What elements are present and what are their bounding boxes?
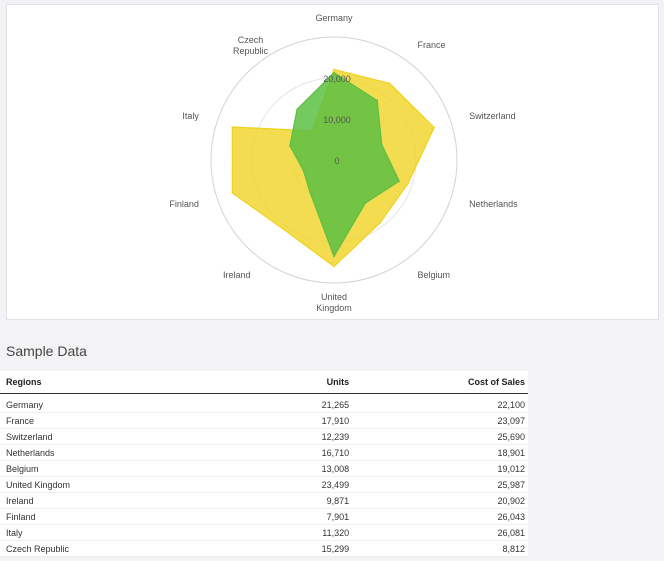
cell-region: Finland (0, 508, 177, 525)
chart-card: 0 10,000 20,000 Germany France Switzerland Net… (6, 4, 659, 320)
cell-units: 16,710 (176, 444, 353, 461)
data-point-cost_of_sales (231, 192, 234, 194)
data-point-units (376, 99, 379, 102)
data-point-cost_of_sales (379, 222, 381, 224)
category-label: Netherlands (469, 199, 518, 209)
data-point-cost_of_sales (388, 82, 391, 85)
cell-units: 9,871 (176, 492, 353, 509)
radial-tick-label: 10,000 (323, 115, 351, 125)
data-point-units (309, 191, 312, 194)
table-row: Czech Republic 15,299 8,812 (0, 540, 528, 557)
cell-region: United Kingdom (0, 476, 177, 493)
data-point-cost_of_sales (333, 68, 335, 71)
data-point-cost_of_sales (231, 126, 234, 128)
cell-cost-of-sales: 8,812 (352, 540, 528, 557)
cell-units: 12,239 (176, 428, 353, 445)
data-point-units (333, 72, 335, 74)
cell-region: France (0, 412, 177, 429)
data-point-units (380, 143, 383, 146)
data-point-cost_of_sales (333, 265, 335, 268)
grid-circle (210, 36, 458, 284)
data-point-units (398, 180, 401, 182)
table-row: Italy 11,320 26,081 (0, 524, 528, 541)
category-label-line: United (321, 292, 347, 302)
cell-units: 17,910 (176, 412, 353, 429)
table-row: Belgium 13,008 19,012 (0, 460, 528, 477)
cell-cost-of-sales: 18,901 (352, 444, 528, 461)
cell-region: Switzerland (0, 428, 177, 445)
category-label: Belgium (418, 270, 451, 280)
header-regions[interactable]: Regions (0, 371, 177, 394)
data-point-cost_of_sales (282, 228, 285, 231)
radial-tick-label: 20,000 (323, 74, 351, 84)
cell-cost-of-sales: 26,081 (352, 524, 528, 541)
cell-region: Belgium (0, 460, 177, 477)
table-body: Germany 21,265 22,100 France 17,910 23,097 Swi… (0, 394, 528, 557)
data-point-units (296, 108, 298, 111)
header-units[interactable]: Units (176, 371, 353, 394)
category-label-line: Republic (233, 46, 269, 56)
cell-cost-of-sales: 22,100 (352, 397, 528, 413)
table-header-row: Regions Units Cost of Sales (0, 371, 528, 394)
cell-region: Netherlands (0, 444, 177, 461)
cell-region: Czech Republic (0, 540, 177, 557)
category-label: Czech Republic (233, 35, 269, 56)
data-point-cost_of_sales (406, 183, 409, 185)
data-point-units (302, 169, 305, 171)
radial-tick-label: 0 (334, 156, 339, 166)
category-label-line: Kingdom (316, 303, 352, 313)
radar-chart: 0 10,000 20,000 Germany France Switzerland Net… (169, 13, 518, 313)
cell-units: 13,008 (176, 460, 353, 477)
cell-units: 15,299 (176, 540, 353, 557)
category-label: France (418, 40, 446, 50)
category-label: Germany (315, 13, 353, 23)
category-label: Switzerland (469, 111, 516, 121)
table-row: United Kingdom 23,499 25,987 (0, 476, 528, 493)
category-label: Italy (182, 111, 199, 121)
cell-cost-of-sales: 26,043 (352, 508, 528, 525)
cell-cost-of-sales: 20,902 (352, 492, 528, 509)
category-label: Ireland (223, 270, 251, 280)
table-row: France 17,910 23,097 (0, 412, 528, 429)
section-title: Sample Data (6, 343, 87, 359)
cell-units: 11,320 (176, 524, 353, 541)
table-row: Finland 7,901 26,043 (0, 508, 528, 525)
cell-units: 21,265 (176, 397, 353, 413)
data-point-cost_of_sales (433, 126, 436, 129)
sample-data-table: Regions Units Cost of Sales Germany 21,26… (0, 371, 528, 557)
header-cost-of-sales[interactable]: Cost of Sales (352, 371, 528, 394)
cell-units: 23,499 (176, 476, 353, 493)
cell-units: 7,901 (176, 508, 353, 525)
table-row: Netherlands 16,710 18,901 (0, 444, 528, 461)
cell-cost-of-sales: 25,690 (352, 428, 528, 445)
data-point-units (364, 202, 367, 204)
cell-region: Germany (0, 397, 177, 413)
cell-region: Ireland (0, 492, 177, 509)
data-point-units (289, 144, 291, 147)
category-label: United Kingdom (316, 292, 352, 313)
data-point-units (333, 255, 335, 258)
cell-cost-of-sales: 19,012 (352, 460, 528, 477)
table-row: Germany 21,265 22,100 (0, 397, 528, 413)
cell-cost-of-sales: 23,097 (352, 412, 528, 429)
category-label-line: Czech (238, 35, 264, 45)
table-row: Switzerland 12,239 25,690 (0, 428, 528, 445)
cell-cost-of-sales: 25,987 (352, 476, 528, 493)
category-label: Finland (169, 199, 199, 209)
table-row: Ireland 9,871 20,902 (0, 492, 528, 509)
cell-region: Italy (0, 524, 177, 541)
